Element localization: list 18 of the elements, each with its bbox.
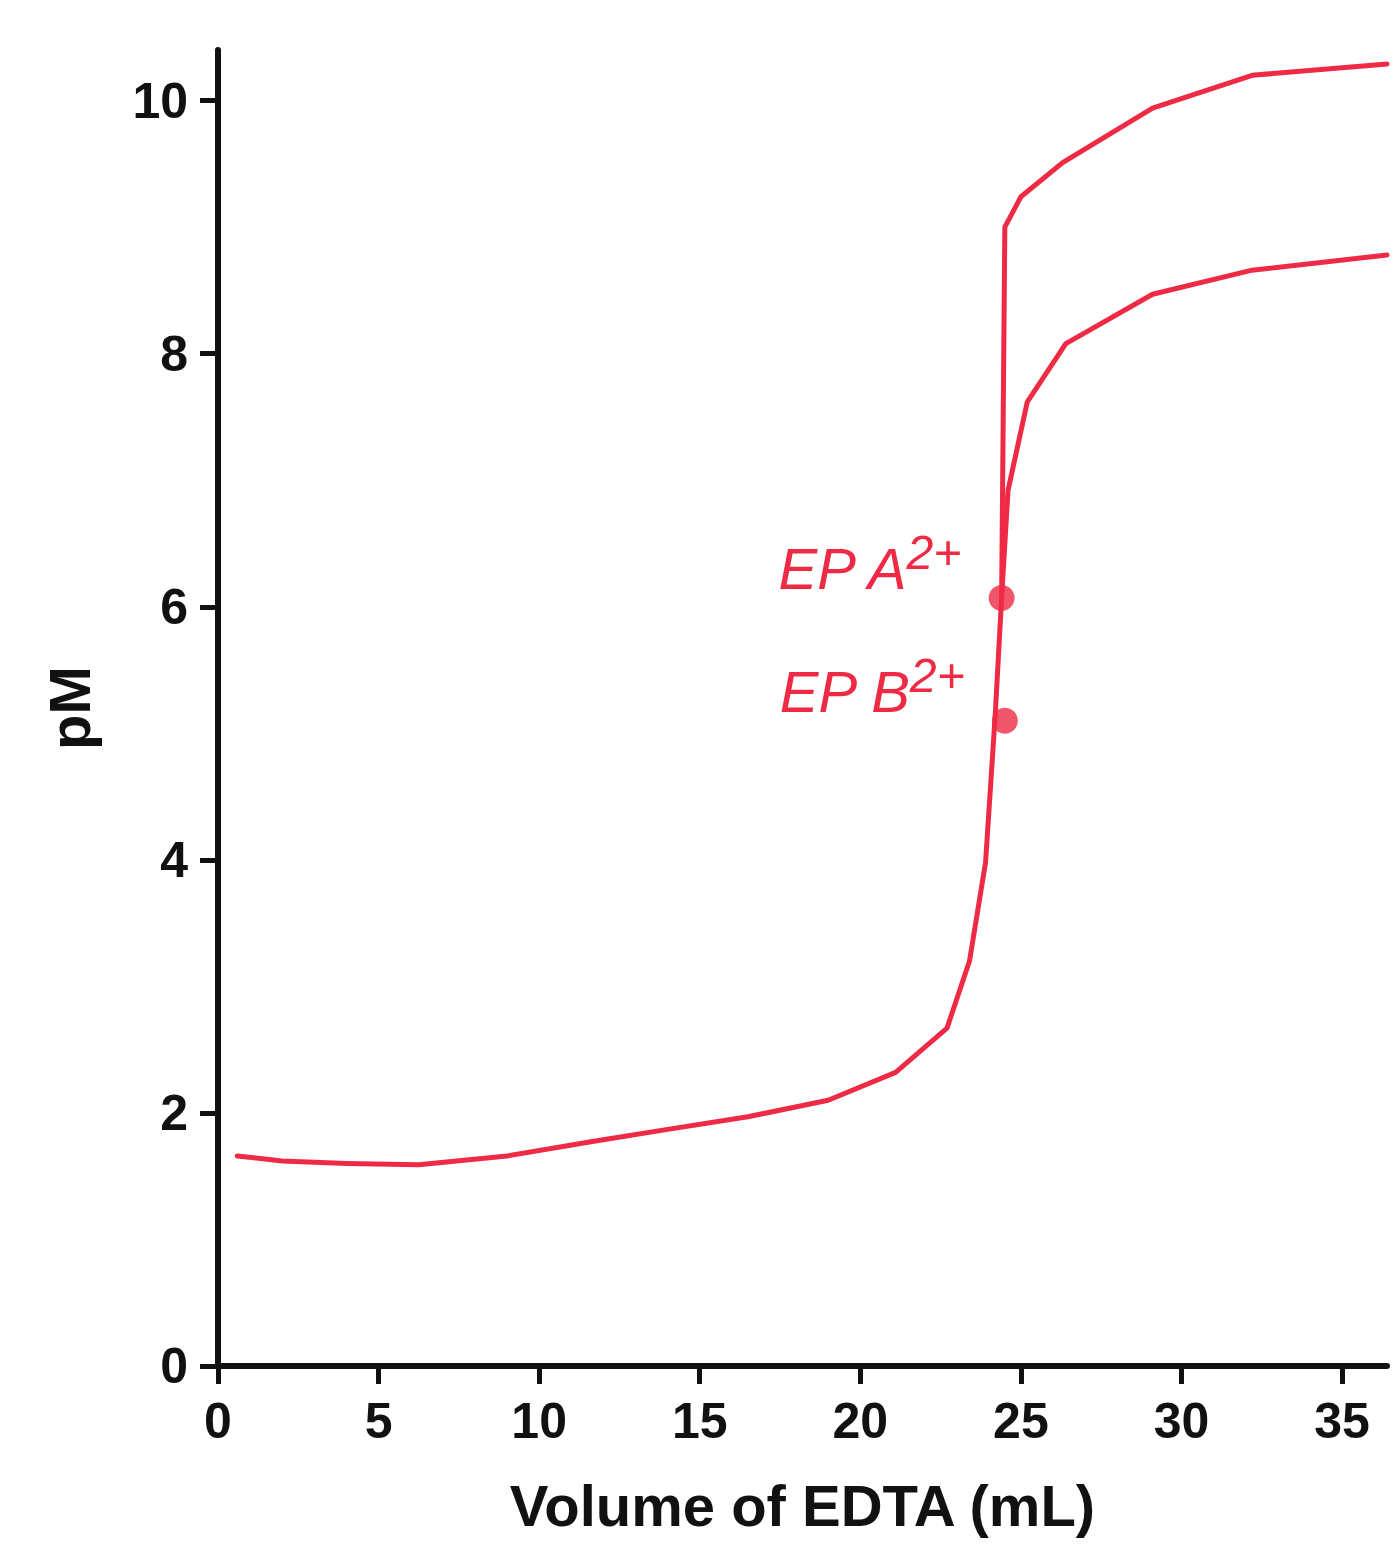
x-tick-label: 10: [511, 1393, 567, 1449]
y-tick-label: 2: [160, 1084, 188, 1141]
y-tick-label: 10: [132, 72, 188, 129]
x-tick-label: 5: [364, 1393, 393, 1449]
x-tick-label: 0: [204, 1393, 232, 1449]
x-tick-label: 30: [1153, 1393, 1210, 1449]
x-tick-label: 20: [832, 1393, 889, 1449]
y-tick-label: 6: [160, 578, 188, 635]
x-tick-label: 35: [1314, 1393, 1370, 1449]
y-tick-label: 0: [160, 1338, 188, 1394]
y-axis-title: pM: [36, 666, 102, 750]
annotation: EP A$^{2+}$: [778, 524, 962, 602]
y-tick-label: 4: [160, 831, 189, 888]
x-tick-label: 25: [993, 1393, 1049, 1449]
y-tick-label: 8: [160, 325, 188, 382]
annotation: EP B$^{2+}$: [779, 647, 965, 724]
x-axis-title: Volume of EDTA (mL): [509, 1472, 1096, 1538]
x-tick-label: 15: [671, 1393, 728, 1449]
